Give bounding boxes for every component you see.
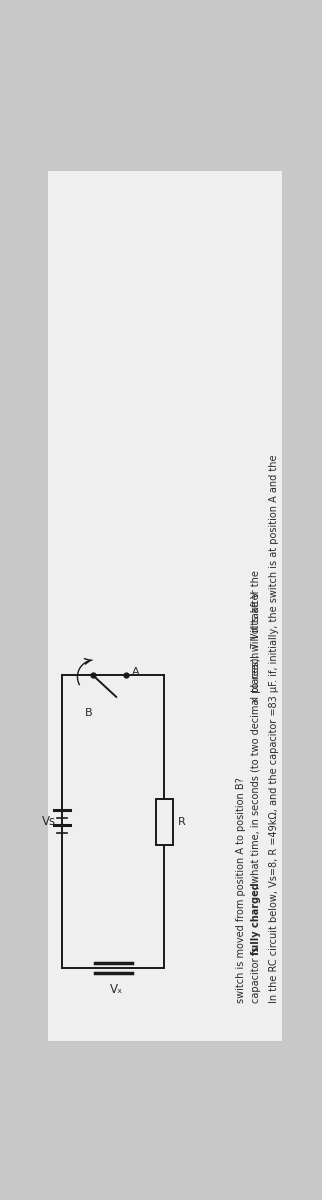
Text: A: A (132, 667, 139, 677)
Bar (156, 798, 173, 845)
Text: capacitor is: capacitor is (251, 943, 261, 1002)
Text: Vₓ: Vₓ (110, 983, 124, 996)
FancyBboxPatch shape (48, 170, 282, 1042)
Text: , what time, in seconds (to two decimal places), will it take V: , what time, in seconds (to two decimal … (251, 590, 261, 888)
Text: In the RC circuit below, Vs=8, R =49kΩ, and the capacitor =83 µF. if, initially,: In the RC circuit below, Vs=8, R =49kΩ, … (269, 454, 279, 1002)
Text: x: x (251, 697, 260, 702)
Text: R: R (178, 816, 186, 827)
Text: Vs: Vs (42, 815, 56, 828)
Text: to reach 7 Volts after the: to reach 7 Volts after the (251, 570, 261, 695)
Text: switch is moved from position A to position B?: switch is moved from position A to posit… (236, 776, 246, 1002)
Text: fully charged: fully charged (251, 882, 261, 955)
Text: B: B (85, 708, 93, 718)
